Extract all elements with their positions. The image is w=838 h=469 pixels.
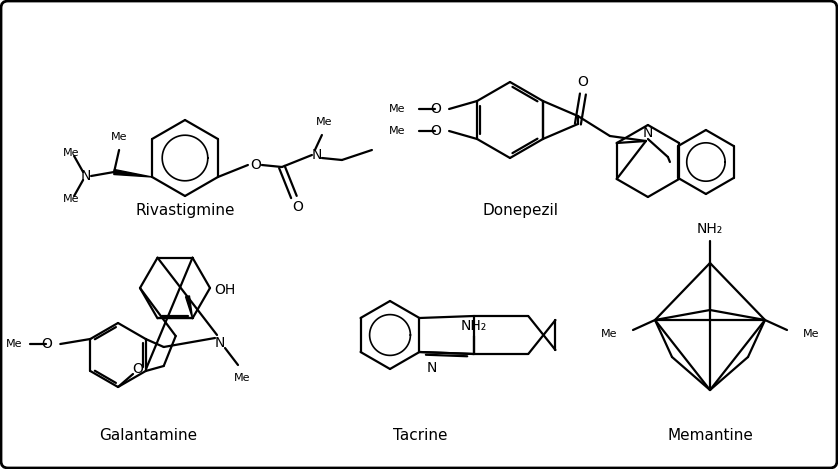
Text: Rivastigmine: Rivastigmine xyxy=(135,203,235,218)
Text: Me: Me xyxy=(63,148,80,158)
Text: Me: Me xyxy=(6,339,23,349)
Text: O: O xyxy=(132,362,143,376)
Text: OH: OH xyxy=(215,283,235,297)
Text: N: N xyxy=(312,148,322,162)
Text: N: N xyxy=(427,361,437,375)
Text: O: O xyxy=(292,200,303,214)
Text: Me: Me xyxy=(601,329,617,339)
Text: O: O xyxy=(251,158,261,172)
Text: NH₂: NH₂ xyxy=(697,222,723,236)
Text: Me: Me xyxy=(316,117,332,127)
Polygon shape xyxy=(114,169,152,177)
Text: Me: Me xyxy=(803,329,820,339)
Text: Memantine: Memantine xyxy=(667,428,753,442)
Text: Me: Me xyxy=(111,132,127,142)
Text: N: N xyxy=(215,336,225,350)
Text: Galantamine: Galantamine xyxy=(99,428,197,442)
Text: O: O xyxy=(41,337,52,351)
Text: Me: Me xyxy=(389,104,405,114)
Polygon shape xyxy=(185,296,193,318)
Text: Tacrine: Tacrine xyxy=(393,428,447,442)
Text: O: O xyxy=(577,75,588,89)
Text: Me: Me xyxy=(389,126,405,136)
Text: O: O xyxy=(430,124,441,138)
Text: Me: Me xyxy=(234,373,251,383)
Text: Me: Me xyxy=(63,194,80,204)
Text: Donepezil: Donepezil xyxy=(482,203,558,218)
Text: N: N xyxy=(81,169,91,183)
Text: O: O xyxy=(430,102,441,116)
Text: NH₂: NH₂ xyxy=(461,319,487,333)
Text: N: N xyxy=(643,126,653,140)
